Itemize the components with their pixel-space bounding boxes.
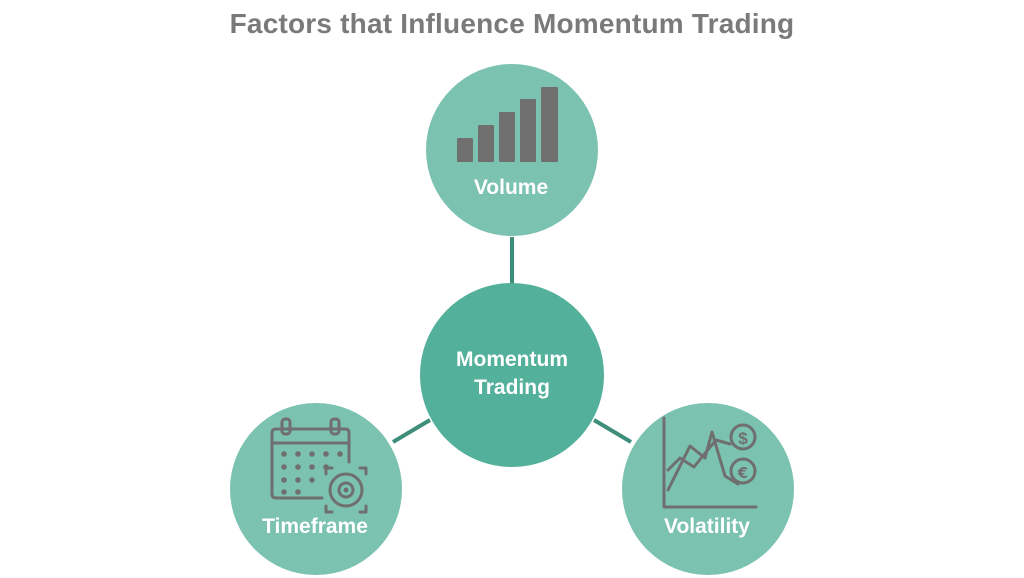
dollar-icon: $ <box>738 429 748 448</box>
euro-icon: € <box>737 464 748 482</box>
calendar-dots <box>281 451 349 495</box>
currency-chart-icon <box>662 416 758 509</box>
bar-chart-icon <box>457 87 558 162</box>
center-label-line1: Momentum <box>456 348 568 371</box>
center-label: Momentum Trading <box>420 346 604 402</box>
volatility-label: Volatility <box>664 515 750 538</box>
volume-label: Volume <box>473 176 549 199</box>
page-title: Factors that Influence Momentum Trading <box>229 8 795 39</box>
timeframe-label: Timeframe <box>262 515 368 538</box>
volatility-node <box>622 403 794 575</box>
center-label-line2: Trading <box>474 376 550 399</box>
connector-volatility <box>592 418 633 444</box>
center-node <box>420 283 604 467</box>
connector-timeframe <box>391 418 432 444</box>
